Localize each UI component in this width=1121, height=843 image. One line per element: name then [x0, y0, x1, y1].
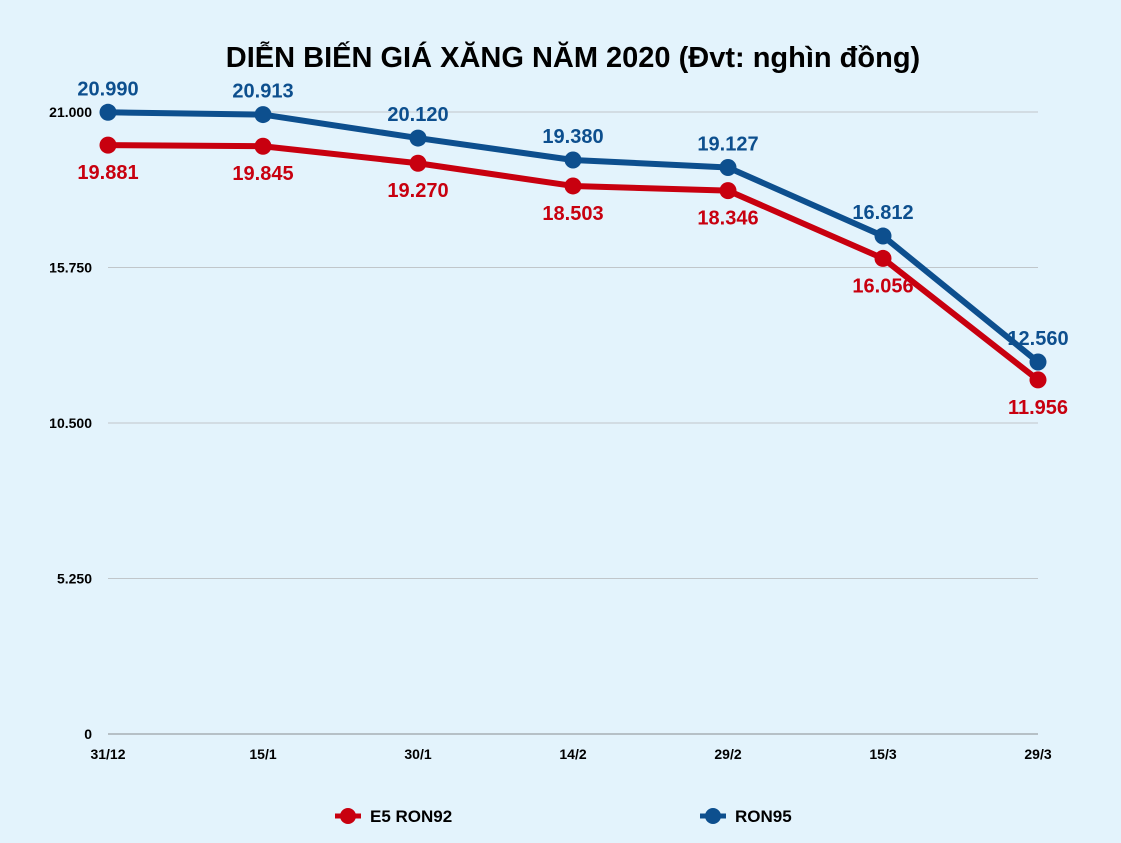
data-label: 18.503: [542, 203, 603, 225]
y-tick-label: 15.750: [49, 260, 92, 276]
data-label: 20.913: [232, 81, 293, 103]
data-point: [409, 129, 427, 147]
data-label: 19.270: [387, 180, 448, 202]
y-tick-label: 10.500: [49, 415, 92, 431]
data-point: [409, 154, 427, 172]
data-point: [719, 158, 737, 176]
legend-marker: [340, 808, 356, 824]
data-label: 18.346: [697, 208, 758, 230]
chart-title: DIỄN BIẾN GIÁ XĂNG NĂM 2020 (Đvt: nghìn …: [226, 40, 920, 74]
x-tick-label: 15/1: [249, 746, 276, 762]
y-tick-label: 5.250: [57, 571, 92, 587]
data-label: 20.120: [387, 104, 448, 126]
data-label: 20.990: [77, 78, 138, 100]
x-axis-ticks: 31/12 15/1 30/1 14/2 29/2 15/3 29/3: [90, 746, 1051, 762]
data-point: [874, 249, 892, 267]
data-label: 19.881: [77, 162, 138, 184]
data-point: [254, 106, 272, 124]
data-labels: 19.881 19.845 19.270 18.503 18.346 16.056 11.9…: [77, 78, 1068, 419]
legend: E5 RON92 RON95: [335, 807, 792, 826]
legend-label: E5 RON92: [370, 807, 452, 826]
data-point: [99, 103, 117, 121]
data-point: [1029, 353, 1047, 371]
y-axis-ticks: 0 5.250 10.500 15.750 21.000: [49, 104, 92, 742]
x-tick-label: 15/3: [869, 746, 896, 762]
data-label: 19.845: [232, 163, 293, 185]
data-point: [719, 182, 737, 200]
data-point: [564, 151, 582, 169]
x-tick-label: 14/2: [559, 746, 586, 762]
data-label: 19.127: [697, 133, 758, 155]
x-tick-label: 29/2: [714, 746, 741, 762]
y-tick-label: 21.000: [49, 104, 92, 120]
data-point: [564, 177, 582, 195]
data-label: 16.812: [852, 202, 913, 224]
x-tick-label: 30/1: [404, 746, 431, 762]
legend-label: RON95: [735, 807, 792, 826]
series-lines: [99, 103, 1047, 389]
data-point: [254, 137, 272, 155]
x-tick-label: 29/3: [1024, 746, 1051, 762]
data-label: 12.560: [1007, 328, 1068, 350]
data-label: 19.380: [542, 126, 603, 148]
data-label: 11.956: [1008, 397, 1068, 419]
series-line: [105, 109, 1041, 365]
y-tick-label: 0: [84, 726, 92, 742]
data-point: [874, 227, 892, 245]
data-point: [99, 136, 117, 154]
data-label: 16.056: [852, 275, 913, 297]
legend-marker: [705, 808, 721, 824]
x-tick-label: 31/12: [90, 746, 125, 762]
data-point: [1029, 371, 1047, 389]
